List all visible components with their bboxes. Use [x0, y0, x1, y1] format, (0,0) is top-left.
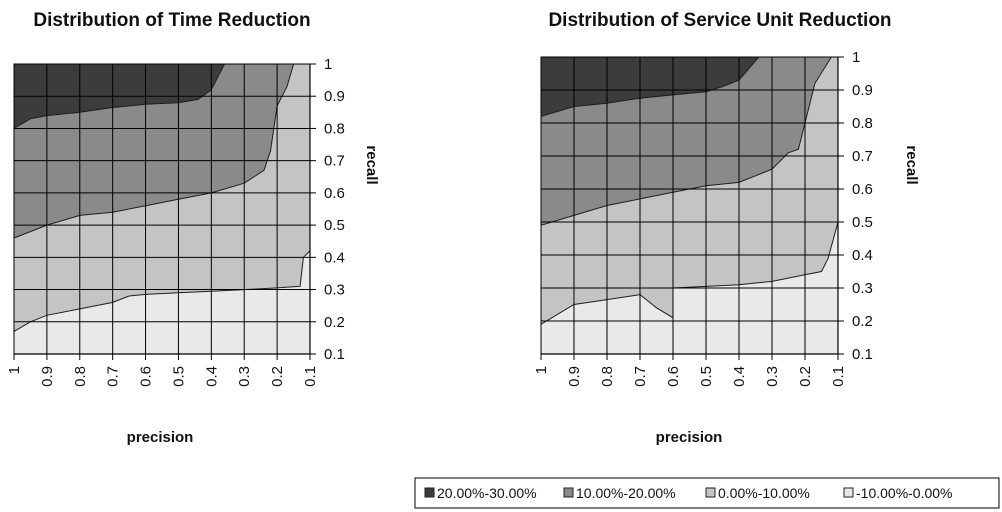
- y-axis-title: recall: [363, 145, 380, 184]
- y-tick-label: 0.2: [324, 314, 345, 331]
- y-tick-label: 0.1: [852, 346, 873, 363]
- y-axis-title: recall: [903, 145, 920, 184]
- legend-swatch: [843, 487, 854, 498]
- boundary-line-0%: [540, 221, 839, 325]
- y-tick-label: 0.7: [852, 148, 873, 165]
- legend-swatch: [705, 487, 716, 498]
- y-tick-label: 0.5: [852, 214, 873, 231]
- y-tick-label: 0.9: [852, 82, 873, 99]
- x-axis-title: precision: [656, 429, 723, 446]
- legend-item: 20.00%-30.00%: [424, 485, 537, 501]
- y-tick-label: 0.1: [324, 346, 345, 363]
- time-reduction-chart: Distribution of Time Reduction 0.1 0.2 0.3…: [6, 10, 380, 446]
- legend-label: -10.00%-0.00%: [856, 485, 953, 501]
- x-tick-label: 0.7: [632, 366, 649, 387]
- x-tick-label: 0.8: [599, 366, 616, 387]
- x-tick-label: 0.8: [72, 366, 89, 387]
- y-tick-label: 1: [852, 49, 860, 66]
- boundary-line-0%: [13, 250, 311, 332]
- x-tick-label: 0.3: [764, 366, 781, 387]
- x-tick-label: 0.1: [302, 366, 319, 387]
- x-tick-label: 1: [533, 366, 550, 374]
- boundary-line-20%: [13, 63, 225, 129]
- legend-item: 0.00%-10.00%: [705, 485, 810, 501]
- y-tick-label: 1: [324, 56, 332, 73]
- chart-title: Distribution of Time Reduction: [33, 10, 310, 31]
- x-axis-title: precision: [127, 429, 194, 446]
- y-tick-label: 0.7: [324, 153, 345, 170]
- y-tick-label: 0.8: [852, 115, 873, 132]
- legend-item: -10.00%-0.00%: [843, 485, 953, 501]
- plot-area: 0.1 0.2 0.3 0.4 0.5 0.6 0.7 0.8 0.9 1 1 0.9 0.8 0.7 0.…: [6, 56, 345, 387]
- legend-label: 20.00%-30.00%: [437, 485, 537, 501]
- x-tick-label: 0.6: [138, 366, 155, 387]
- y-tick-label: 0.8: [324, 120, 345, 137]
- chart-title: Distribution of Service Unit Reduction: [548, 10, 891, 31]
- x-tick-label: 0.9: [39, 366, 56, 387]
- x-tick-label: 0.5: [698, 366, 715, 387]
- x-tick-label: 0.2: [269, 366, 286, 387]
- y-tick-label: 0.5: [324, 217, 345, 234]
- plot-area: 0.1 0.2 0.3 0.4 0.5 0.6 0.7 0.8 0.9 1 1 0.9 0.8 0.7 0.…: [533, 49, 873, 387]
- x-tick-label: 0.4: [731, 366, 748, 387]
- legend-swatch: [563, 487, 574, 498]
- y-tick-label: 0.6: [324, 185, 345, 202]
- legend-swatch: [424, 487, 435, 498]
- x-tick-label: 0.4: [203, 366, 220, 387]
- legend-item: 10.00%-20.00%: [563, 485, 676, 501]
- legend-label: 0.00%-10.00%: [718, 485, 810, 501]
- band-20.00%-30.00%: [541, 57, 759, 117]
- service-unit-reduction-chart: Distribution of Service Unit Reduction 0…: [533, 10, 920, 446]
- x-tick-label: 0.6: [665, 366, 682, 387]
- y-tick-label: 0.4: [324, 249, 345, 266]
- legend: 20.00%-30.00% 10.00%-20.00% 0.00%-10.00% -1…: [414, 477, 1000, 509]
- y-tick-label: 0.9: [324, 88, 345, 105]
- y-tick-label: 0.3: [852, 280, 873, 297]
- x-tick-label: 0.5: [170, 366, 187, 387]
- x-tick-label: 0.3: [236, 366, 253, 387]
- boundary-line-10%: [540, 56, 832, 226]
- x-tick-label: 0.2: [797, 366, 814, 387]
- y-tick-label: 0.4: [852, 247, 873, 264]
- x-tick-label: 0.1: [830, 366, 847, 387]
- y-tick-label: 0.3: [324, 282, 345, 299]
- y-tick-label: 0.6: [852, 181, 873, 198]
- legend-label: 10.00%-20.00%: [576, 485, 676, 501]
- x-tick-label: 1: [6, 366, 23, 374]
- x-tick-label: 0.9: [566, 366, 583, 387]
- y-tick-label: 0.2: [852, 313, 873, 330]
- x-tick-label: 0.7: [105, 366, 122, 387]
